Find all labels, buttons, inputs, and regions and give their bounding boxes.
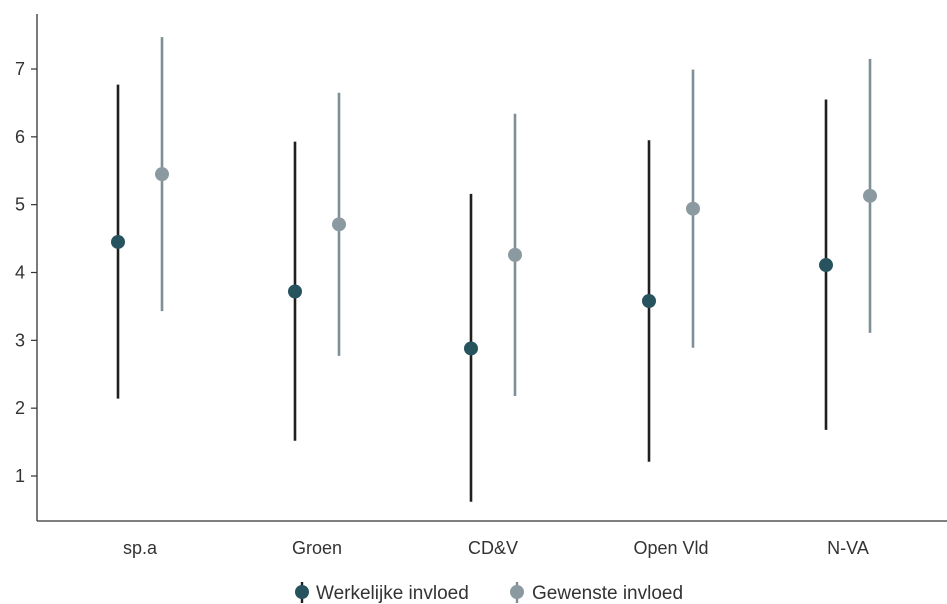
category-labels: sp.a Groen CD&V Open Vld N-VA xyxy=(123,538,869,558)
legend-item-1: Gewenste invloed xyxy=(510,582,683,604)
point-0-0 xyxy=(111,234,125,249)
y-tick-label-1: 1 xyxy=(15,466,25,486)
category-label-0: sp.a xyxy=(123,538,158,558)
point-0-4 xyxy=(819,258,833,273)
point-0-2 xyxy=(464,341,478,356)
y-tick-label-6: 6 xyxy=(15,127,25,147)
legend-item-0: Werkelijke invloed xyxy=(295,582,469,604)
category-label-3: Open Vld xyxy=(633,538,708,558)
series-0 xyxy=(111,84,833,502)
point-0-3 xyxy=(642,293,656,308)
legend: Werkelijke invloed Gewenste invloed xyxy=(295,582,683,604)
series-1 xyxy=(155,37,877,396)
point-1-0 xyxy=(155,167,169,182)
category-label-4: N-VA xyxy=(827,538,869,558)
point-1-4 xyxy=(863,188,877,203)
y-ticks: 1 2 3 4 5 6 7 xyxy=(15,59,37,486)
legend-marker-1 xyxy=(510,585,524,599)
legend-label-0: Werkelijke invloed xyxy=(316,583,469,604)
legend-label-1: Gewenste invloed xyxy=(532,583,683,604)
y-tick-label-2: 2 xyxy=(15,398,25,418)
y-tick-label-7: 7 xyxy=(15,59,25,79)
category-label-2: CD&V xyxy=(468,538,518,558)
point-1-1 xyxy=(332,217,346,232)
category-label-1: Groen xyxy=(292,538,342,558)
y-tick-label-5: 5 xyxy=(15,195,25,215)
point-1-3 xyxy=(686,201,700,216)
legend-marker-0 xyxy=(295,585,309,599)
y-tick-label-3: 3 xyxy=(15,330,25,350)
point-1-2 xyxy=(508,247,522,262)
point-0-1 xyxy=(288,284,302,299)
y-tick-label-4: 4 xyxy=(15,263,25,283)
series-layer xyxy=(111,37,877,502)
